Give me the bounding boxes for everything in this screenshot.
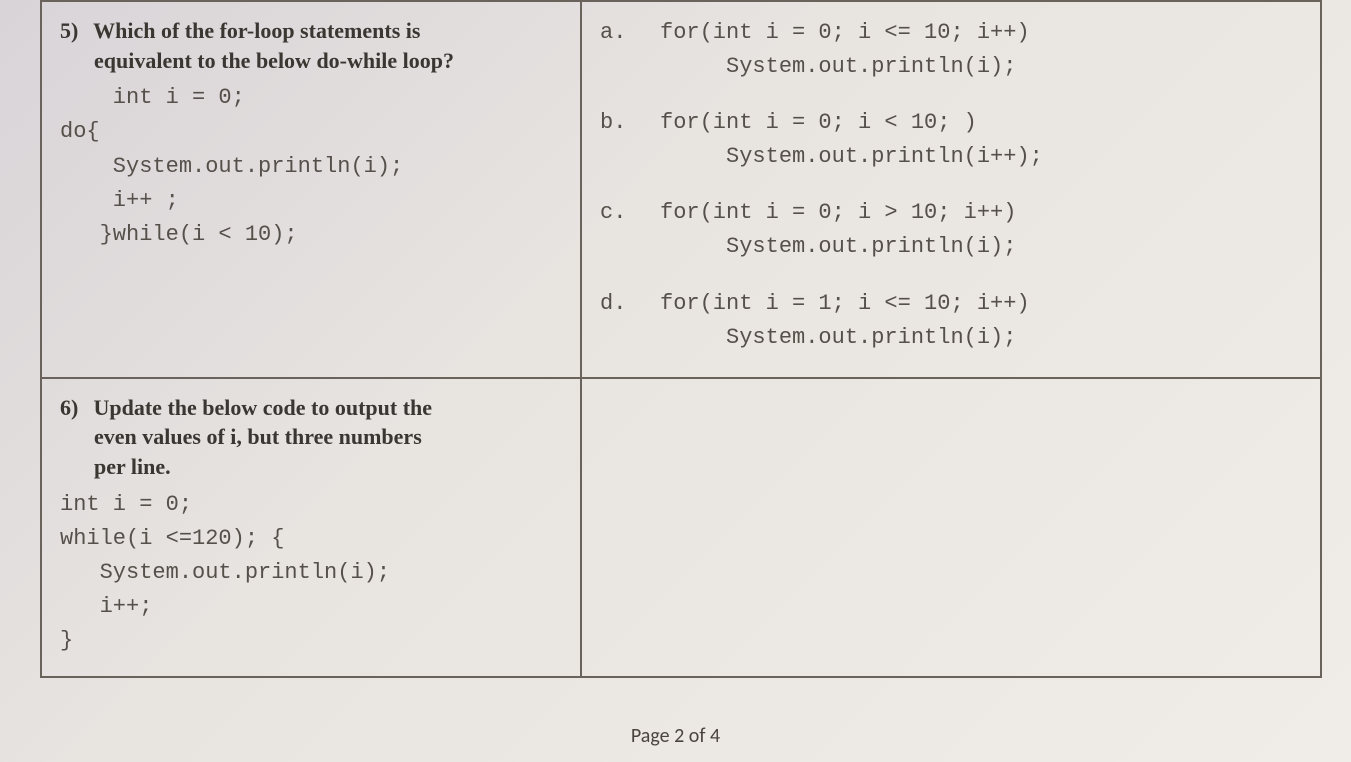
q5-prompt-line1: Which of the for-loop statements is [93,18,420,43]
q6-prompt-line1: Update the below code to output the [94,395,433,420]
answer-letter: b. [600,106,660,140]
q5-number: 5) [60,16,88,46]
answer-letter: d. [600,287,660,321]
q5-prompt-line2: equivalent to the below do-while loop? [60,46,562,76]
answer-body: for(int i = 0; i < 10; ) System.out.prin… [660,106,1043,174]
answer-c: c. for(int i = 0; i > 10; i++) System.ou… [600,196,1302,264]
table-row: 5) Which of the for-loop statements is e… [41,1,1321,378]
page-footer: Page 2 of 4 [0,724,1351,748]
q5-answers: a. for(int i = 0; i <= 10; i++) System.o… [600,16,1302,355]
answer-body: for(int i = 0; i <= 10; i++) System.out.… [660,16,1030,84]
q6-prompt-line2: even values of i, but three numbers [60,422,562,452]
worksheet-page: 5) Which of the for-loop statements is e… [0,0,1351,762]
q5-answers-cell: a. for(int i = 0; i <= 10; i++) System.o… [581,1,1321,378]
q6-prompt: 6) Update the below code to output the e… [60,393,562,482]
q6-prompt-line3: per line. [60,452,562,482]
q6-number: 6) [60,393,88,423]
answer-body: for(int i = 0; i > 10; i++) System.out.p… [660,196,1016,264]
q6-answer-cell [581,378,1321,678]
answer-a: a. for(int i = 0; i <= 10; i++) System.o… [600,16,1302,84]
answer-letter: c. [600,196,660,230]
answer-letter: a. [600,16,660,50]
question-table: 5) Which of the for-loop statements is e… [40,0,1322,678]
q5-prompt: 5) Which of the for-loop statements is e… [60,16,562,75]
answer-b: b. for(int i = 0; i < 10; ) System.out.p… [600,106,1302,174]
q6-code: int i = 0; while(i <=120); { System.out.… [60,488,562,658]
q5-code: int i = 0; do{ System.out.println(i); i+… [60,81,562,251]
q6-prompt-cell: 6) Update the below code to output the e… [41,378,581,678]
q5-prompt-cell: 5) Which of the for-loop statements is e… [41,1,581,378]
table-row: 6) Update the below code to output the e… [41,378,1321,678]
answer-body: for(int i = 1; i <= 10; i++) System.out.… [660,287,1030,355]
answer-d: d. for(int i = 1; i <= 10; i++) System.o… [600,287,1302,355]
